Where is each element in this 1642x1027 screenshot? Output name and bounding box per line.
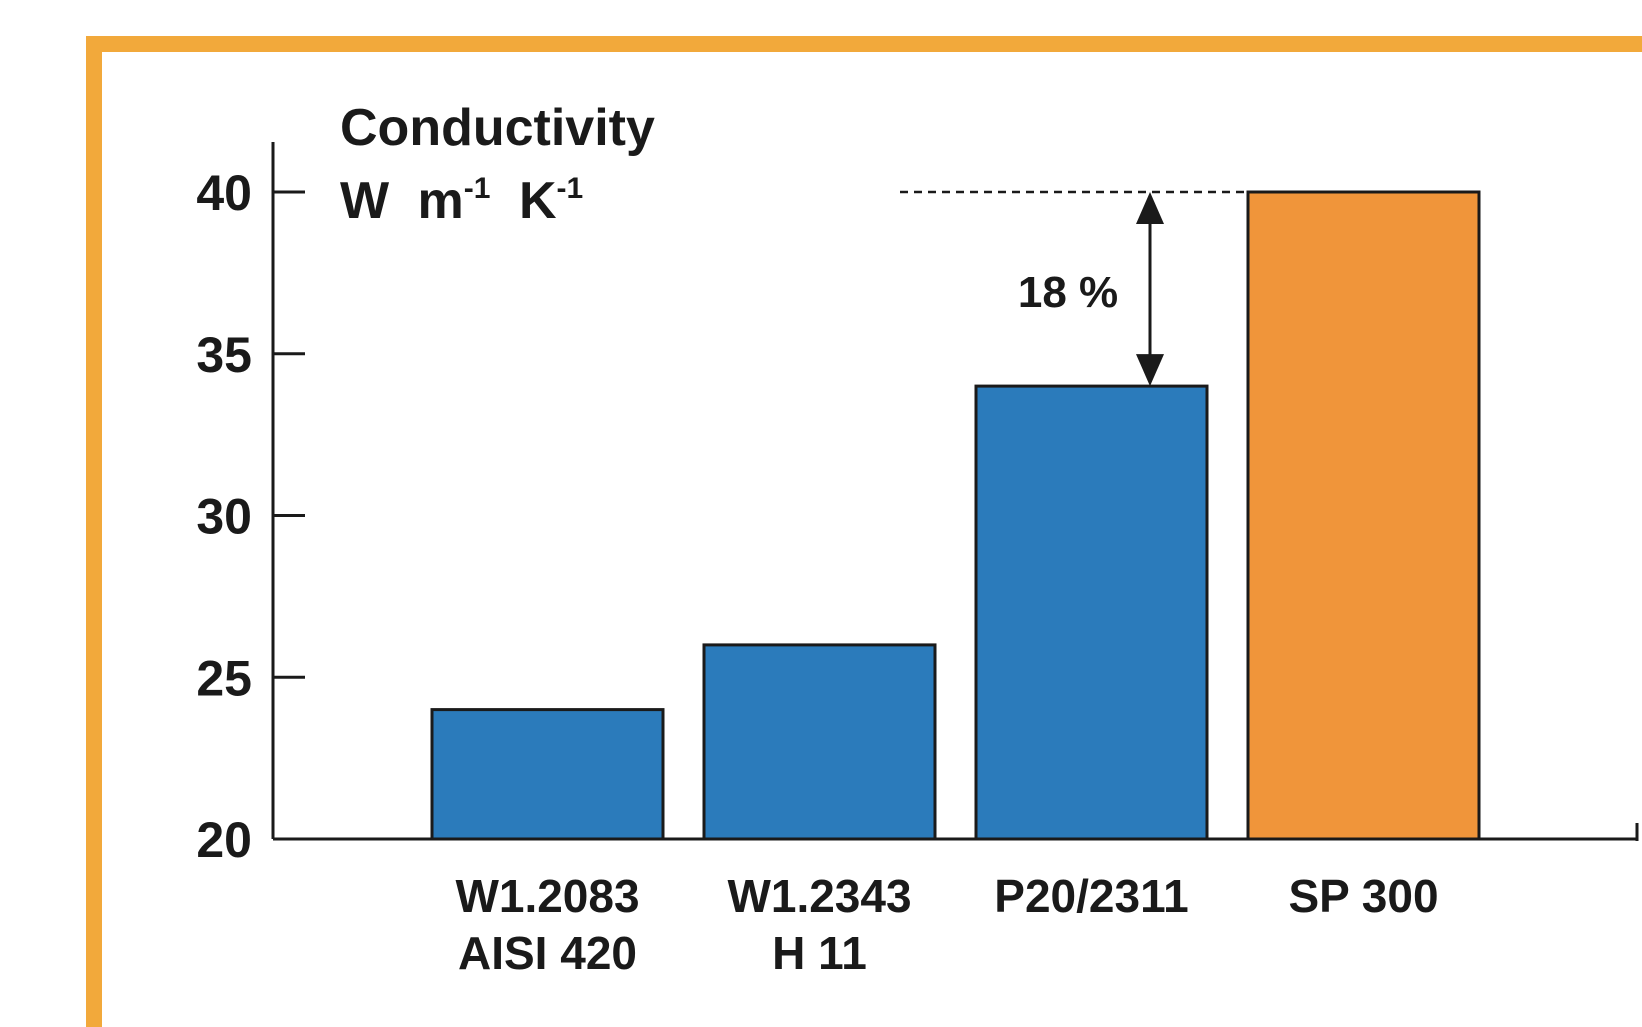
y-tick-label: 30 [196, 489, 252, 545]
y-tick-label: 40 [196, 165, 252, 221]
difference-annotation: 18 % [900, 190, 1248, 387]
chart-unit: W m-1 K-1 [340, 152, 583, 230]
x-tick-label: AISI 420 [458, 927, 637, 979]
difference-label: 18 % [1018, 268, 1118, 317]
bar [430, 708, 665, 841]
bars [430, 190, 1481, 841]
bar [1246, 190, 1481, 841]
x-tick-label: H 11 [772, 927, 867, 979]
x-tick-label: SP 300 [1288, 870, 1438, 922]
arrow-head-down [1136, 354, 1164, 387]
x-tick-label: W1.2343 [727, 870, 911, 922]
chart-title: Conductivity [340, 99, 655, 157]
y-tick-label: 35 [196, 327, 252, 383]
bar [974, 384, 1209, 841]
unit-k-exponent: -1 [557, 172, 584, 205]
y-tick-label: 25 [196, 650, 252, 706]
unit-m: m [418, 172, 464, 230]
frame-left [86, 36, 102, 1027]
unit-m-exponent: -1 [464, 172, 491, 205]
x-tick-label: P20/2311 [994, 870, 1188, 922]
arrow-head-up [1136, 192, 1164, 224]
y-tick-label: 20 [196, 812, 252, 868]
unit-w: W [340, 172, 390, 230]
x-tick-label: W1.2083 [455, 870, 639, 922]
y-ticks: 20 25 30 35 40 [196, 165, 305, 868]
unit-k: K [519, 172, 557, 230]
frame-top [86, 36, 1642, 52]
bar [702, 643, 937, 841]
